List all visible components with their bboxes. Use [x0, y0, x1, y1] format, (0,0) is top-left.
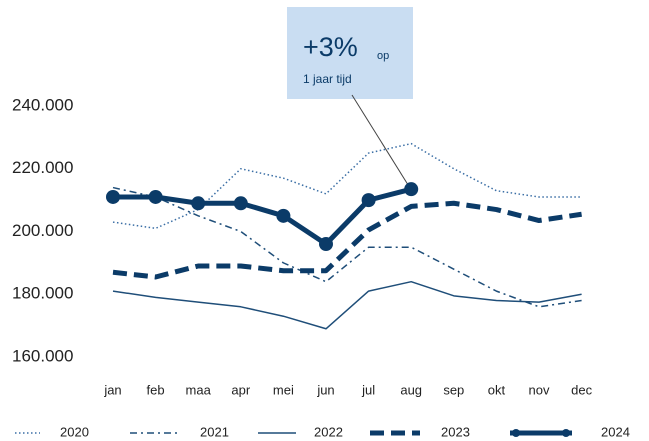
- legend-marker: [562, 429, 570, 437]
- y-tick-label: 240.000: [12, 95, 73, 114]
- line-series: [112, 200, 582, 280]
- point: [191, 196, 206, 211]
- annotation-suffix: op: [377, 50, 389, 62]
- x-tick-label: feb: [147, 382, 165, 397]
- y-tick-label: 200.000: [12, 221, 73, 240]
- x-tick-label: sep: [443, 382, 464, 397]
- x-tick-label: apr: [231, 382, 250, 397]
- x-tick-label: maa: [186, 382, 212, 397]
- x-tick-label: dec: [571, 382, 592, 397]
- legend-label: 2020: [60, 424, 89, 439]
- legend-label: 2022: [314, 424, 343, 439]
- line-series: [112, 186, 582, 308]
- legend-label: 2024: [601, 424, 630, 439]
- point: [404, 182, 419, 197]
- callout-box: [287, 7, 413, 99]
- annotation-subtext: 1 jaar tijd: [303, 72, 352, 86]
- y-tick-label: 180.000: [12, 284, 73, 303]
- x-tick-label: jan: [103, 382, 121, 397]
- annotation-text: +3%: [303, 32, 358, 62]
- line-series: [112, 280, 582, 330]
- x-tick-label: aug: [400, 382, 422, 397]
- line-series: [113, 186, 412, 247]
- x-tick-label: nov: [529, 382, 550, 397]
- y-tick-label: 160.000: [12, 346, 73, 365]
- legend-label: 2023: [441, 424, 470, 439]
- x-tick-label: jun: [316, 382, 334, 397]
- callout-leader: [351, 94, 411, 189]
- x-tick-label: mei: [273, 382, 294, 397]
- x-tick-label: okt: [488, 382, 506, 397]
- y-tick-label: 220.000: [12, 158, 73, 177]
- legend-label: 2021: [200, 424, 229, 439]
- point: [361, 193, 376, 208]
- point: [106, 189, 120, 204]
- line-series: [112, 142, 582, 230]
- point: [319, 237, 333, 252]
- point: [233, 196, 248, 211]
- point: [148, 189, 163, 204]
- x-tick-label: jul: [361, 382, 375, 397]
- point: [276, 208, 291, 223]
- legend-marker: [512, 429, 520, 437]
